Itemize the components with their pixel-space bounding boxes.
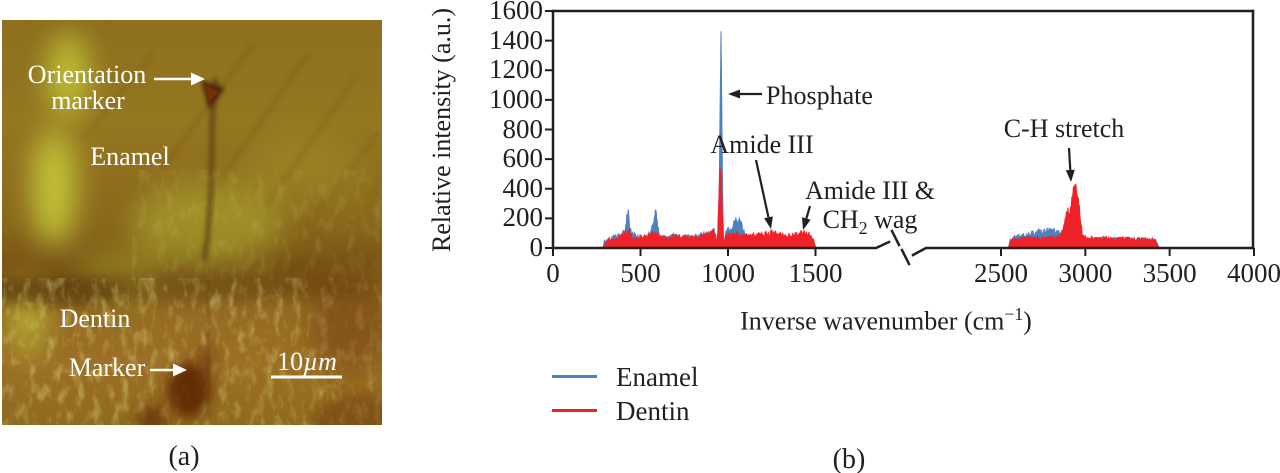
x-tick-label: 4000: [1227, 258, 1280, 288]
panel-a-arrows: [150, 72, 342, 379]
y-tick-label: 400: [502, 172, 544, 203]
legend-label-dentin: Dentin: [616, 396, 690, 426]
afm-micrograph: [2, 20, 382, 425]
annotation-amide-iii-ch2-wag-line2: CH2 wag: [805, 205, 935, 243]
dentin-depressions: [136, 261, 382, 425]
axis-line: [900, 248, 911, 266]
y-tick-label: 0: [529, 232, 544, 262]
marker-label: Marker: [68, 353, 146, 382]
ch2-text: CH: [822, 205, 859, 234]
x-axis-title-text: Inverse wavenumber (cm: [740, 306, 1005, 336]
panel-a-caption: (a): [168, 441, 200, 472]
legend-swatch-enamel: [552, 375, 597, 378]
orientation-arrow-head-icon: [191, 72, 205, 86]
annotation-amide-iii: Amide III: [710, 130, 814, 159]
panel-b-caption: (b): [832, 444, 866, 473]
annotation-amide-iii-ch2-wag: Amide III & CH2 wag: [805, 176, 935, 243]
axis-line: [890, 229, 901, 247]
annotation-arrow-head-icon: [764, 216, 773, 229]
enamel-texture: [132, 170, 382, 280]
orientation-marker-label-line2: marker: [51, 86, 125, 115]
x-tick-label: 3000: [1058, 258, 1113, 288]
annotation-ch-stretch: C-H stretch: [1003, 114, 1125, 143]
x-axis-title: Inverse wavenumber (cm−1): [740, 304, 1032, 337]
x-tick-label: 500: [620, 258, 661, 288]
scale-bar-value: 10: [277, 347, 304, 376]
annotation-arrow: [1067, 147, 1072, 171]
x-tick-label: 1500: [788, 258, 843, 288]
series-dentin: [603, 167, 816, 249]
annotation-phosphate: Phosphate: [766, 81, 873, 110]
y-tick-label: 600: [502, 143, 544, 174]
orientation-marker-feature: [201, 80, 225, 110]
y-tick-label: 1400: [489, 24, 543, 55]
scale-bar-label: 10µm: [277, 349, 337, 375]
enamel-label: Enamel: [90, 142, 170, 171]
axis-line: [551, 240, 891, 250]
y-tick-label: 200: [502, 202, 544, 233]
wag-text: wag: [867, 205, 918, 234]
y-tick-label: 1200: [489, 54, 543, 85]
x-axis-title-close: ): [1023, 306, 1032, 336]
y-tick-label: 1000: [489, 83, 543, 114]
dentin-label: Dentin: [59, 304, 131, 333]
annotation-arrow: [754, 159, 770, 218]
x-tick-label: 0: [546, 258, 560, 288]
y-tick-label: 800: [502, 113, 544, 144]
x-axis-title-exponent: −1: [1004, 304, 1024, 324]
annotation-arrow: [805, 205, 812, 219]
axis-line: [911, 246, 1255, 257]
ch2-subscript: 2: [858, 218, 868, 239]
scale-bar-unit: µm: [303, 347, 337, 376]
raman-chart: [545, 9, 1255, 266]
marker-arrow-head-icon: [173, 363, 187, 377]
x-tick-label: 2500: [974, 258, 1028, 288]
x-tick-label: 1000: [701, 258, 755, 288]
annotation-amide-iii-ch2-wag-line1: Amide III &: [805, 176, 935, 205]
series-dentin: [1008, 183, 1160, 249]
annotation-arrow-head-icon: [728, 89, 740, 99]
legend-label-enamel: Enamel: [616, 362, 699, 392]
x-tick-label: 3500: [1142, 258, 1197, 288]
annotation-arrow-head-icon: [1065, 169, 1075, 182]
y-tick-label: 1600: [489, 0, 543, 25]
y-axis-title: Relative intensity (a.u.): [427, 7, 456, 253]
orientation-marker-label-line1: Orientation: [27, 60, 147, 89]
annotation-arrow-head-icon: [802, 217, 811, 230]
legend-swatch-dentin: [552, 409, 597, 412]
